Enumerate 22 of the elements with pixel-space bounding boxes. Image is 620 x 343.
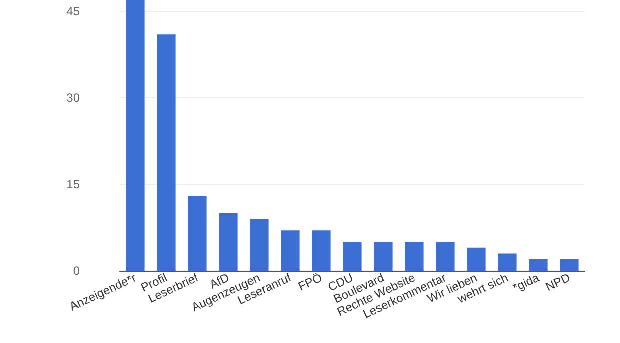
y-tick-label: 15 [66, 178, 80, 192]
y-tick-label: 30 [66, 91, 80, 106]
bar [498, 254, 517, 271]
x-tick-label: *gida [510, 270, 542, 295]
bar [126, 0, 145, 271]
bar [436, 242, 455, 271]
bar [343, 242, 362, 271]
bar [157, 34, 176, 271]
bar [281, 230, 300, 271]
bar [560, 259, 579, 271]
bar [374, 242, 393, 271]
bar [405, 242, 424, 271]
bar [467, 248, 486, 271]
bar [529, 259, 548, 271]
bar [250, 219, 269, 271]
bar [188, 196, 207, 271]
bar [219, 213, 238, 271]
x-tick-label: FPÖ [296, 270, 324, 294]
x-tick-label: NPD [544, 270, 573, 294]
bar [312, 230, 331, 271]
y-tick-label: 45 [66, 4, 80, 19]
y-tick-label: 0 [73, 264, 80, 278]
